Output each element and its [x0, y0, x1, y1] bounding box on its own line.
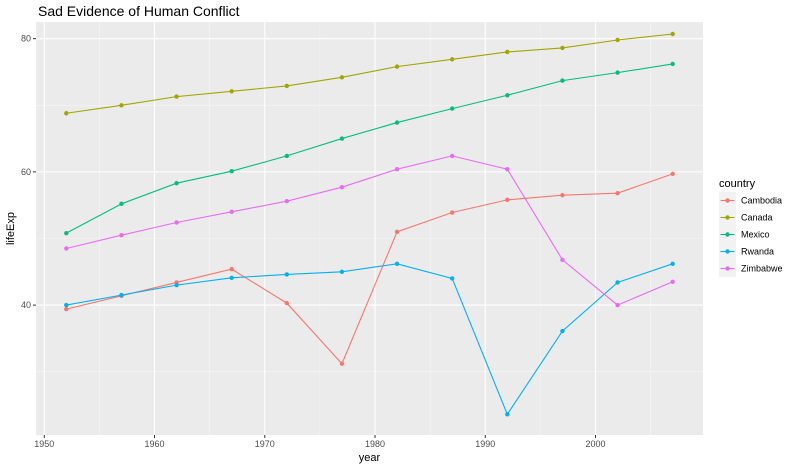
series-rwanda [64, 261, 675, 417]
data-point-mexico [339, 136, 345, 141]
chart-title: Sad Evidence of Human Conflict [38, 3, 240, 19]
data-point-zimbabwe [449, 153, 455, 159]
data-point-cambodia [229, 266, 234, 272]
y-tick-label: 60 [21, 167, 31, 177]
grid-major [36, 22, 703, 435]
data-point-rwanda [174, 282, 179, 288]
data-point-cambodia [670, 171, 675, 177]
x-axis-title: year [359, 452, 381, 464]
legend-key-point-mexico [725, 232, 730, 237]
data-point-zimbabwe [229, 209, 234, 215]
data-point-mexico [560, 78, 565, 83]
data-point-zimbabwe [560, 257, 565, 263]
series-line-rwanda [66, 263, 673, 416]
data-point-zimbabwe [174, 220, 179, 225]
data-point-mexico [670, 61, 675, 67]
series-cambodia [64, 171, 675, 366]
data-point-mexico [505, 93, 510, 98]
data-point-canada [560, 45, 565, 51]
data-point-rwanda [560, 328, 565, 334]
data-point-canada [505, 49, 510, 55]
series-line-mexico [66, 63, 673, 234]
data-point-canada [119, 103, 124, 108]
data-point-mexico [229, 169, 234, 174]
data-point-rwanda [339, 269, 345, 274]
legend: country Cambodia Canada Mexico Rwanda Zimbab… [719, 178, 783, 277]
data-point-zimbabwe [339, 185, 345, 190]
x-tick-label: 1970 [255, 439, 275, 449]
y-tick-label: 40 [21, 300, 31, 310]
data-point-canada [615, 37, 620, 43]
data-point-canada [394, 64, 400, 69]
y-axis-title: lifeExp [5, 212, 17, 245]
legend-key-point-canada [725, 215, 730, 220]
data-point-canada [284, 83, 290, 89]
data-point-mexico [394, 120, 400, 125]
data-point-rwanda [394, 261, 400, 267]
data-point-canada [64, 111, 69, 116]
data-point-zimbabwe [284, 198, 290, 204]
data-point-cambodia [560, 192, 565, 198]
data-point-cambodia [64, 306, 69, 312]
data-point-canada [229, 89, 234, 94]
legend-label-rwanda: Rwanda [741, 247, 774, 257]
data-point-canada [174, 94, 179, 99]
data-point-rwanda [229, 275, 234, 280]
data-point-cambodia [339, 361, 345, 366]
data-point-cambodia [505, 197, 510, 203]
grid-minor [36, 22, 703, 435]
data-point-rwanda [284, 272, 290, 277]
data-point-zimbabwe [670, 279, 675, 284]
data-point-zimbabwe [64, 246, 69, 251]
data-point-rwanda [670, 261, 675, 267]
data-point-canada [449, 57, 455, 62]
axis-layer: 1950 1960 1970 1980 1990 2000 40 60 80 [21, 34, 606, 449]
data-point-cambodia [394, 229, 400, 235]
series-zimbabwe [64, 153, 675, 308]
data-point-mexico [449, 106, 455, 111]
y-tick-label: 80 [21, 34, 31, 44]
series-line-canada [66, 33, 673, 114]
data-point-canada [670, 31, 675, 37]
legend-label-mexico: Mexico [741, 230, 770, 240]
data-point-mexico [284, 153, 290, 159]
data-point-rwanda [119, 292, 124, 298]
legend-label-canada: Canada [741, 213, 773, 223]
series-line-zimbabwe [66, 155, 673, 306]
legend-key-point-cambodia [725, 198, 730, 203]
data-point-rwanda [505, 412, 510, 417]
legend-label-zimbabwe: Zimbabwe [741, 264, 783, 274]
x-tick-label: 1980 [365, 439, 385, 449]
series-line-cambodia [66, 173, 673, 365]
x-tick-label: 1990 [475, 439, 495, 449]
data-point-cambodia [284, 300, 290, 306]
series-canada [64, 31, 675, 116]
legend-key-point-rwanda [725, 249, 730, 254]
data-point-cambodia [615, 190, 620, 196]
data-point-zimbabwe [505, 167, 510, 172]
data-point-mexico [119, 201, 124, 207]
data-point-rwanda [64, 302, 69, 308]
data-point-mexico [174, 181, 179, 186]
data-point-zimbabwe [394, 167, 400, 172]
legend-title: country [719, 178, 756, 190]
data-point-mexico [615, 70, 620, 75]
data-point-rwanda [449, 276, 455, 281]
data-point-canada [339, 75, 345, 80]
x-tick-label: 1950 [34, 439, 54, 449]
series-layer [64, 31, 675, 417]
data-point-zimbabwe [615, 302, 620, 308]
series-mexico [64, 61, 675, 236]
x-tick-label: 1960 [145, 439, 165, 449]
x-tick-label: 2000 [585, 439, 605, 449]
legend-label-cambodia: Cambodia [741, 196, 782, 206]
data-point-cambodia [449, 210, 455, 215]
data-point-rwanda [615, 280, 620, 285]
plot-panel [36, 22, 703, 435]
legend-key-point-zimbabwe [725, 266, 730, 271]
data-point-mexico [64, 230, 69, 236]
data-point-zimbabwe [119, 232, 124, 238]
